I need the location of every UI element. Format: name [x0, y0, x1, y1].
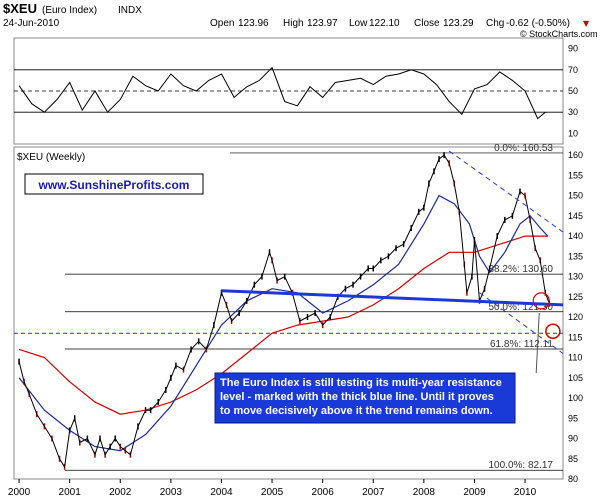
x-tick-2007: 2007 [362, 487, 385, 498]
price-axis: 160 155 150 145 140 135 130 125 120 115 110 105 100 9… [568, 150, 583, 484]
chg-value: -0.62 (-0.50%) [506, 18, 570, 29]
fibonacci-levels: 0.0%: 160.53 38.2%: 130.60 50.0%: 121.30 61… [65, 143, 563, 471]
close-label: Close [414, 18, 440, 29]
annotation-box [214, 372, 516, 424]
x-tick-2008: 2008 [413, 487, 436, 498]
price-panel [13, 146, 564, 480]
x-tick-2010: 2010 [514, 487, 537, 498]
rsi-tick-30: 30 [568, 107, 578, 117]
stockcharts-watermark: © StockCharts.com [520, 29, 598, 39]
symbol-title: $XEU [3, 1, 37, 16]
fib-label-3: 61.8%: 112.11 [490, 339, 553, 350]
rsi-line [18, 66, 546, 120]
price-tick-135: 135 [568, 251, 583, 261]
rsi-reference-lines [14, 69, 563, 113]
chg-label: Chg [486, 18, 504, 29]
price-panel-label: $XEU (Weekly) [17, 152, 85, 163]
x-tick-2005: 2005 [261, 487, 284, 498]
high-label: High [283, 18, 304, 29]
highlight-circle-support [545, 323, 561, 339]
annotation-line-2: to move decisively above it the trend re… [220, 405, 493, 417]
highlight-circle-resistance [532, 292, 550, 310]
price-tick-155: 155 [568, 170, 583, 180]
annotation-text: The Euro Index is still testing its mult… [220, 377, 502, 417]
price-tick-130: 130 [568, 272, 583, 282]
price-tick-95: 95 [568, 413, 578, 423]
price-tick-100: 100 [568, 393, 583, 403]
fib-label-4: 100.0%: 82.17 [489, 460, 554, 471]
website-link[interactable]: www.SunshineProfits.com [38, 178, 190, 192]
high-value: 123.97 [307, 18, 338, 29]
chart-date: 24-Jun-2010 [3, 18, 60, 29]
price-tick-160: 160 [568, 150, 583, 160]
exchange-label: INDX [118, 5, 142, 16]
price-tick-85: 85 [568, 454, 578, 464]
x-tick-2002: 2002 [109, 487, 132, 498]
index-name: (Euro Index) [42, 5, 97, 16]
price-tick-80: 80 [568, 474, 578, 484]
open-value: 123.96 [238, 18, 269, 29]
x-tick-2009: 2009 [463, 487, 486, 498]
fib-label-0: 0.0%: 160.53 [494, 143, 553, 154]
price-line [18, 154, 550, 469]
x-tick-2000: 2000 [8, 487, 31, 498]
rsi-tick-70: 70 [568, 65, 578, 75]
annotation-line-0: The Euro Index is still testing its mult… [220, 377, 502, 389]
low-value: 122.10 [369, 18, 400, 29]
price-tick-90: 90 [568, 434, 578, 444]
price-tick-125: 125 [568, 292, 583, 302]
resistance-line [221, 289, 564, 307]
rsi-tick-90: 90 [568, 44, 578, 54]
moving-average-long [18, 235, 548, 415]
price-tick-105: 105 [568, 373, 583, 383]
x-tick-2003: 2003 [160, 487, 183, 498]
price-tick-145: 145 [568, 211, 583, 221]
x-tick-2001: 2001 [59, 487, 82, 498]
rsi-tick-50: 50 [568, 86, 578, 96]
moving-average-short [18, 194, 549, 452]
price-bars [18, 152, 551, 470]
close-value: 123.29 [443, 18, 474, 29]
x-axis: 2000 2001 2002 2003 2004 2005 2006 2007 2008 2009… [8, 479, 537, 498]
fib-label-2: 50.0%: 121.30 [489, 302, 554, 313]
price-tick-150: 150 [568, 191, 583, 201]
annotation-pointer [535, 312, 540, 374]
website-box [24, 173, 204, 195]
price-tick-115: 115 [568, 332, 582, 342]
x-tick-2006: 2006 [312, 487, 335, 498]
annotation-line-1: level - marked with the thick blue line.… [220, 391, 494, 403]
low-label: Low [349, 18, 368, 29]
down-arrow-icon: ▼ [583, 19, 590, 28]
price-tick-110: 110 [568, 353, 582, 363]
x-tick-2004: 2004 [210, 487, 233, 498]
price-tick-120: 120 [568, 312, 583, 322]
fib-label-1: 38.2%: 130.60 [489, 264, 554, 275]
open-label: Open [210, 18, 234, 29]
rsi-tick-10: 10 [568, 128, 578, 138]
price-tick-140: 140 [568, 231, 583, 241]
rsi-axis: 90 70 50 30 10 [568, 44, 578, 139]
